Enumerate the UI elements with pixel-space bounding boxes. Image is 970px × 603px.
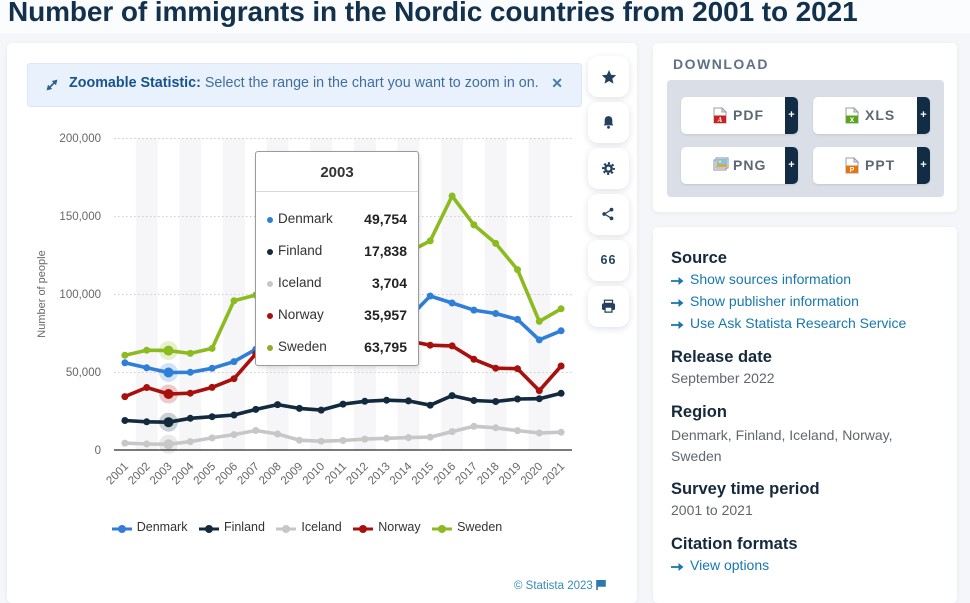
svg-text:2012: 2012 <box>344 461 371 488</box>
svg-text:50,000: 50,000 <box>66 367 101 379</box>
svg-text:2001: 2001 <box>104 461 131 488</box>
svg-text:200,000: 200,000 <box>59 133 101 145</box>
svg-text:2002: 2002 <box>126 461 153 488</box>
svg-text:2009: 2009 <box>279 461 306 488</box>
svg-text:2019: 2019 <box>497 461 524 488</box>
svg-text:2018: 2018 <box>475 461 502 488</box>
svg-text:2010: 2010 <box>301 461 328 488</box>
svg-text:2003: 2003 <box>148 461 175 488</box>
svg-text:2017: 2017 <box>453 461 480 488</box>
svg-text:2014: 2014 <box>388 460 415 487</box>
svg-text:150,000: 150,000 <box>59 211 101 223</box>
svg-text:100,000: 100,000 <box>59 289 101 301</box>
svg-text:2021: 2021 <box>541 461 568 488</box>
svg-text:2020: 2020 <box>519 461 546 488</box>
svg-text:2005: 2005 <box>192 461 219 488</box>
svg-text:2015: 2015 <box>410 461 437 488</box>
svg-text:2011: 2011 <box>323 461 349 487</box>
svg-text:2006: 2006 <box>214 461 241 488</box>
svg-text:2008: 2008 <box>257 461 284 488</box>
svg-text:x: x <box>850 115 855 124</box>
svg-text:A: A <box>717 116 723 124</box>
svg-text:2013: 2013 <box>366 461 393 488</box>
svg-text:Number of people: Number of people <box>36 250 48 337</box>
svg-text:2016: 2016 <box>432 461 459 488</box>
svg-text:2004: 2004 <box>170 460 197 487</box>
svg-text:0: 0 <box>95 445 101 457</box>
svg-text:2007: 2007 <box>235 461 262 488</box>
svg-text:P: P <box>850 167 855 174</box>
